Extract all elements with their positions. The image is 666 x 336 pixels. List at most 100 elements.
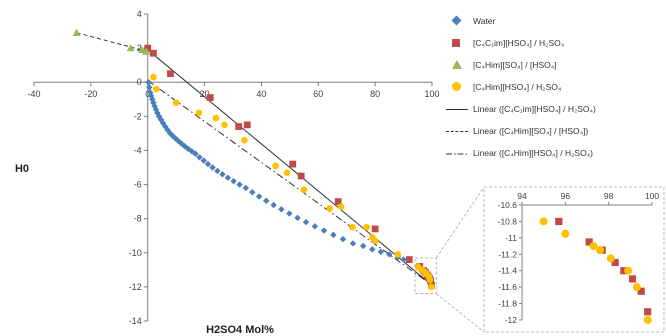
trendline — [76, 32, 148, 53]
diamond-point — [172, 135, 179, 142]
x-axis-title: H2SO4 Mol% — [206, 324, 274, 336]
triangle-marker-icon — [446, 59, 468, 71]
diamond-point — [157, 116, 165, 123]
square-point — [644, 308, 652, 316]
square-point — [611, 258, 619, 267]
circle-point — [561, 229, 570, 238]
x-tick-label: 40 — [256, 89, 266, 99]
legend-label: [C₄Him][HSO₄] / H₂SO₄ — [473, 82, 562, 92]
square-point — [628, 275, 637, 283]
x-tick-label: 60 — [313, 89, 323, 99]
inset-y-tick-label: -11 — [505, 233, 517, 243]
diamond-point — [270, 201, 277, 209]
y-tick-label: -12 — [129, 282, 142, 292]
diamond-point — [255, 193, 263, 200]
inset-x-tick-label: 96 — [561, 191, 571, 201]
x-tick-label: -40 — [27, 89, 40, 99]
circle-point — [152, 85, 160, 93]
square-point — [144, 44, 152, 52]
y-tick-label: 4 — [137, 9, 142, 19]
diamond-point — [204, 160, 212, 168]
triangle-point — [142, 47, 151, 55]
x-tick-label: 20 — [200, 89, 210, 99]
square-point — [235, 123, 243, 130]
inset-y-tick-label: -12 — [505, 315, 518, 325]
diamond-point — [377, 248, 385, 256]
inset-y-tick-label: -10.6 — [498, 200, 518, 210]
y-tick-label: -8 — [134, 214, 142, 224]
diamond-point — [219, 171, 226, 178]
circle-point — [624, 266, 633, 275]
square-point — [297, 172, 305, 180]
diamond-point — [360, 242, 367, 250]
circle-point — [326, 205, 333, 212]
legend-item-c4him-so4: [C₄Him][SO₄] / [HSO₄] — [446, 54, 664, 76]
inset-y-tick-label: -11.8 — [498, 299, 517, 309]
legend-label: [C₄Him][SO₄] / [HSO₄] — [473, 60, 557, 70]
y-tick-label: -4 — [134, 145, 142, 155]
circle-point — [150, 73, 157, 81]
legend-item-linear-c4c1im: Linear ([C₄C₁im][HSO₄] / H₂SO₄) — [446, 98, 664, 120]
circle-point — [172, 99, 180, 106]
circle-point — [539, 217, 548, 226]
circle-point — [337, 203, 345, 211]
trendline — [147, 49, 433, 286]
diamond-point — [349, 240, 357, 247]
diamond-point — [242, 184, 249, 192]
circle-point — [300, 186, 308, 193]
square-point — [637, 287, 645, 295]
circle-marker-icon — [446, 81, 468, 93]
square-point — [150, 49, 157, 57]
triangle-point — [138, 45, 147, 54]
circle-point — [371, 237, 379, 245]
circle-point — [221, 121, 228, 129]
square-point — [289, 160, 297, 168]
legend-label: [C₄C₁im][HSO₄] / H₂SO₄ — [473, 38, 565, 48]
circle-point — [195, 109, 203, 117]
diamond-point — [200, 157, 207, 164]
y-tick-label: -14 — [129, 316, 142, 326]
diamond-point — [386, 251, 393, 258]
y-tick-label: -2 — [134, 111, 142, 121]
diamond-point — [236, 181, 243, 188]
circle-point — [363, 223, 370, 231]
diamond-point — [184, 145, 192, 152]
solid-line-icon — [446, 103, 468, 115]
inset-y-tick-label: -10.8 — [498, 216, 518, 226]
diamond-point — [196, 154, 203, 161]
diamond-marker-icon — [446, 15, 468, 27]
diamond-point — [151, 102, 158, 110]
diamond-point — [400, 256, 407, 263]
circle-point — [394, 251, 402, 258]
diamond-point — [302, 218, 310, 226]
diamond-point — [145, 79, 152, 86]
diamond-point — [209, 164, 216, 171]
inset-y-tick-label: -11.4 — [498, 266, 517, 276]
circle-point — [272, 162, 279, 170]
diamond-point — [166, 130, 174, 137]
circle-point — [349, 223, 356, 231]
diamond-point — [311, 223, 319, 230]
circle-point — [596, 246, 604, 255]
dashed-line-icon — [446, 125, 468, 137]
legend-item-linear-c4him-so4: Linear ([C₄Him][SO₄] / [HSO₄]) — [446, 120, 664, 142]
y-axis-title: H0 — [15, 163, 29, 175]
square-point — [243, 121, 251, 129]
diamond-point — [178, 140, 185, 147]
legend-item-c4c1im: [C₄C₁im][HSO₄] / H₂SO₄ — [446, 32, 664, 54]
inset-x-tick-label: 94 — [517, 191, 527, 201]
x-tick-label: 80 — [370, 89, 380, 99]
diamond-point — [339, 235, 347, 243]
inset-y-tick-label: -11.2 — [498, 249, 517, 259]
circle-point — [212, 114, 220, 122]
y-tick-label: -6 — [134, 180, 142, 190]
diamond-point — [249, 189, 256, 196]
square-point — [555, 217, 563, 226]
circle-point — [426, 276, 434, 284]
diamond-point — [214, 167, 221, 175]
square-point — [405, 256, 413, 263]
diamond-point — [146, 84, 153, 91]
diamond-point — [278, 206, 285, 213]
legend-item-linear-c4him-hso4: Linear ([C₄Him][HSO₄] / H₂SO₄) — [446, 142, 664, 164]
